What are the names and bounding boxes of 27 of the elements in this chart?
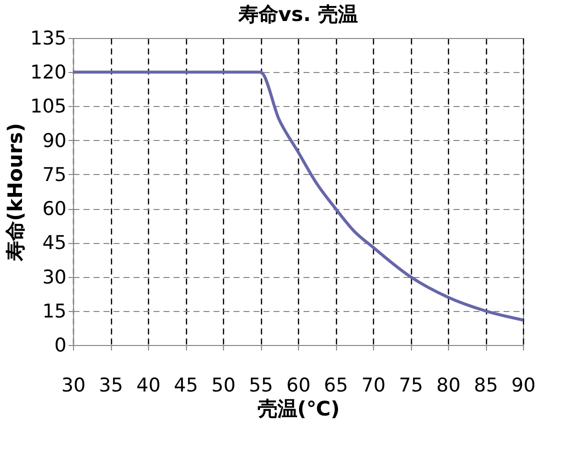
chart-title: 寿命vs. 壳温	[237, 2, 358, 26]
x-tick-label: 75	[398, 374, 424, 396]
y-tick-label: 120	[30, 62, 66, 84]
x-tick-label: 60	[286, 374, 311, 396]
x-tick-label: 70	[361, 374, 386, 396]
x-tick-label: 65	[324, 374, 348, 396]
line-series	[72, 70, 524, 322]
y-tick-label: 60	[42, 198, 66, 220]
y-tick-label: 30	[42, 266, 66, 288]
x-tick-label: 45	[174, 374, 198, 396]
x-tick-label: 35	[98, 374, 124, 396]
y-tick-label: 45	[42, 232, 66, 254]
y-tick-label: 135	[30, 28, 66, 50]
x-tick-label: 55	[248, 374, 274, 396]
x-axis-title: 壳温(℃)	[257, 396, 340, 420]
x-tick-label: 90	[511, 374, 536, 396]
x-tick-label: 80	[436, 374, 461, 396]
y-axis-title: 寿命(kHours)	[3, 122, 28, 262]
y-tick-label: 75	[42, 164, 66, 186]
y-tick-label: 105	[30, 96, 66, 118]
x-tick-label: 85	[474, 374, 498, 396]
x-tick-label: 40	[136, 374, 161, 396]
y-tick-label: 90	[42, 130, 66, 152]
y-tick-label: 0	[54, 334, 66, 356]
x-tick-label: 30	[61, 374, 86, 396]
y-tick-label: 15	[42, 300, 66, 322]
x-tick-label: 50	[211, 374, 236, 396]
